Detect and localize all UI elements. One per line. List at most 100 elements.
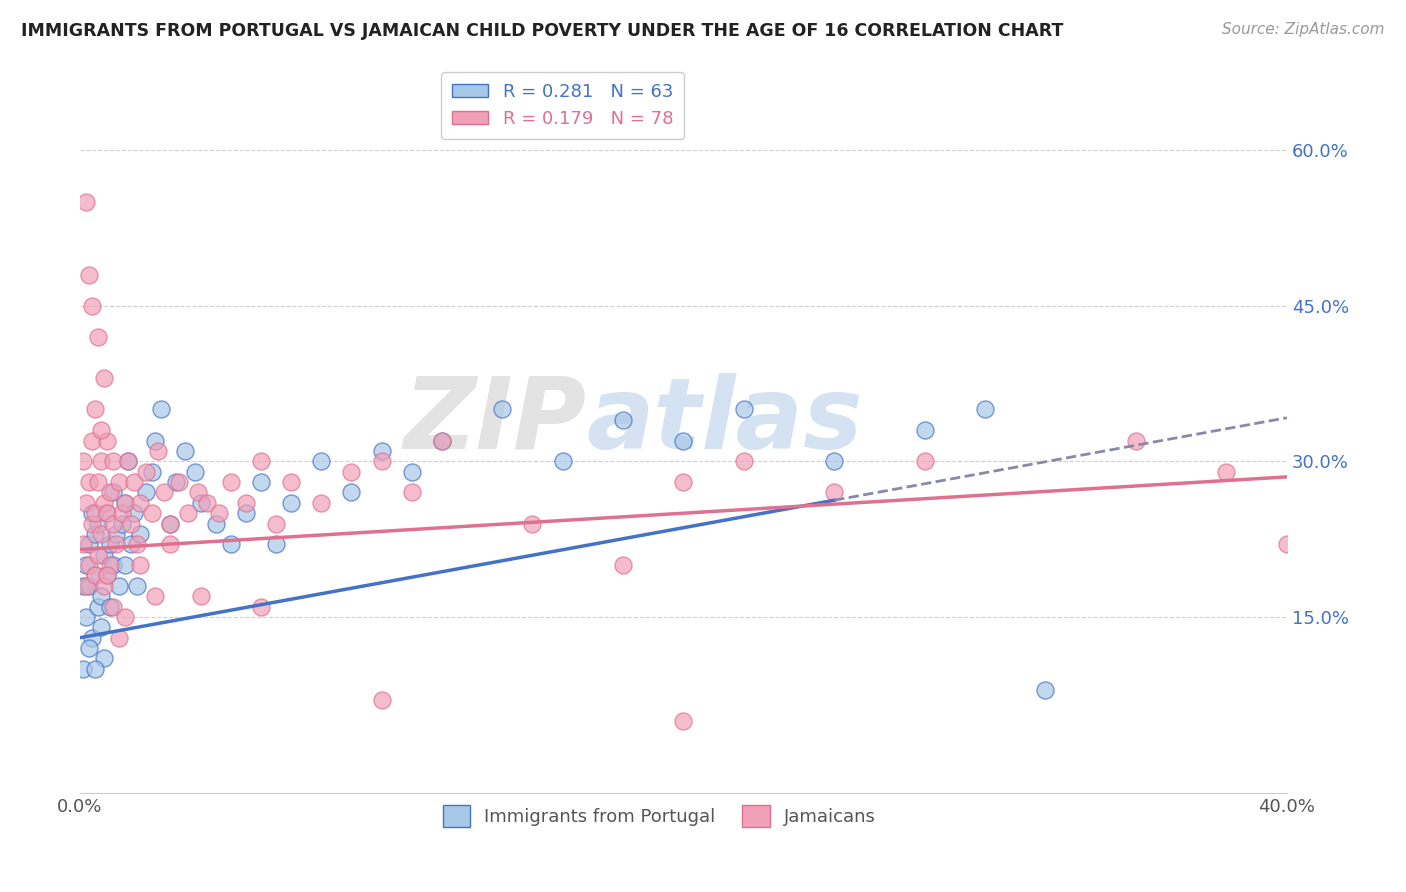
Point xyxy=(672,714,695,728)
Point xyxy=(127,537,149,551)
Point xyxy=(183,465,205,479)
Point xyxy=(177,506,200,520)
Point xyxy=(143,589,166,603)
Point xyxy=(672,475,695,489)
Point xyxy=(101,454,124,468)
Point xyxy=(90,589,112,603)
Point xyxy=(84,568,107,582)
Point xyxy=(93,371,115,385)
Point xyxy=(612,413,634,427)
Point xyxy=(96,434,118,448)
Point xyxy=(96,506,118,520)
Point xyxy=(122,475,145,489)
Point xyxy=(340,485,363,500)
Point xyxy=(87,330,110,344)
Point xyxy=(93,651,115,665)
Point xyxy=(108,631,131,645)
Point xyxy=(75,579,97,593)
Point xyxy=(551,454,574,468)
Point xyxy=(84,662,107,676)
Point xyxy=(174,444,197,458)
Point xyxy=(264,537,287,551)
Point xyxy=(264,516,287,531)
Point xyxy=(340,465,363,479)
Legend: Immigrants from Portugal, Jamaicans: Immigrants from Portugal, Jamaicans xyxy=(436,798,883,834)
Point xyxy=(101,599,124,614)
Point xyxy=(72,537,94,551)
Point xyxy=(733,402,755,417)
Point xyxy=(77,579,100,593)
Point xyxy=(75,558,97,573)
Point xyxy=(733,454,755,468)
Point xyxy=(250,599,273,614)
Point xyxy=(80,516,103,531)
Point xyxy=(150,402,173,417)
Point xyxy=(159,537,181,551)
Point xyxy=(98,537,121,551)
Point xyxy=(87,475,110,489)
Point xyxy=(280,496,302,510)
Point xyxy=(75,496,97,510)
Point xyxy=(87,548,110,562)
Point xyxy=(370,444,392,458)
Point xyxy=(204,516,226,531)
Point xyxy=(672,434,695,448)
Point xyxy=(77,641,100,656)
Point xyxy=(75,194,97,209)
Point xyxy=(135,465,157,479)
Point xyxy=(101,485,124,500)
Point xyxy=(105,537,128,551)
Point xyxy=(219,475,242,489)
Point xyxy=(72,454,94,468)
Point xyxy=(80,631,103,645)
Point xyxy=(77,537,100,551)
Point xyxy=(108,579,131,593)
Point xyxy=(84,506,107,520)
Point xyxy=(72,662,94,676)
Point xyxy=(129,558,152,573)
Point xyxy=(84,568,107,582)
Point xyxy=(120,537,142,551)
Point xyxy=(823,454,845,468)
Point xyxy=(1275,537,1298,551)
Point xyxy=(219,537,242,551)
Point xyxy=(80,434,103,448)
Point xyxy=(87,516,110,531)
Point xyxy=(75,610,97,624)
Point xyxy=(612,558,634,573)
Point xyxy=(914,423,936,437)
Point xyxy=(169,475,191,489)
Point xyxy=(914,454,936,468)
Point xyxy=(235,506,257,520)
Text: atlas: atlas xyxy=(586,373,863,469)
Point xyxy=(122,506,145,520)
Point xyxy=(117,454,139,468)
Point xyxy=(101,516,124,531)
Point xyxy=(153,485,176,500)
Point xyxy=(250,454,273,468)
Point xyxy=(309,496,332,510)
Point xyxy=(165,475,187,489)
Point xyxy=(114,496,136,510)
Point xyxy=(98,599,121,614)
Point xyxy=(84,402,107,417)
Text: IMMIGRANTS FROM PORTUGAL VS JAMAICAN CHILD POVERTY UNDER THE AGE OF 16 CORRELATI: IMMIGRANTS FROM PORTUGAL VS JAMAICAN CHI… xyxy=(21,22,1063,40)
Point xyxy=(1215,465,1237,479)
Point xyxy=(129,496,152,510)
Point xyxy=(80,506,103,520)
Point xyxy=(84,527,107,541)
Point xyxy=(114,558,136,573)
Point xyxy=(522,516,544,531)
Point xyxy=(159,516,181,531)
Point xyxy=(90,527,112,541)
Point xyxy=(105,527,128,541)
Point xyxy=(491,402,513,417)
Point xyxy=(108,475,131,489)
Point xyxy=(114,496,136,510)
Point xyxy=(401,485,423,500)
Point xyxy=(401,465,423,479)
Point xyxy=(187,485,209,500)
Point xyxy=(1125,434,1147,448)
Point xyxy=(190,589,212,603)
Point xyxy=(77,268,100,282)
